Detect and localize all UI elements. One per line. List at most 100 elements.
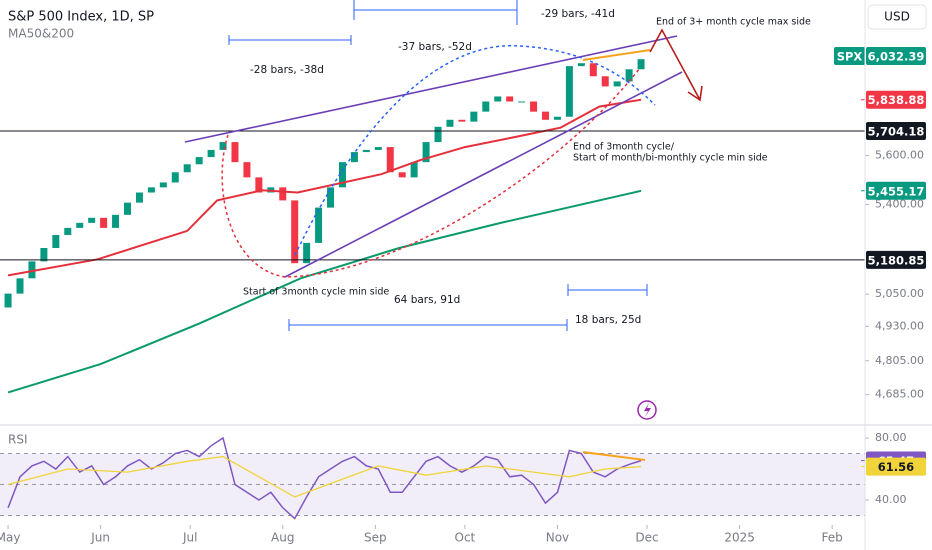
x-tick-label: Dec — [635, 531, 658, 545]
candle — [553, 116, 561, 120]
candle — [123, 202, 131, 215]
annotation: Start of 3month cycle min side — [243, 287, 389, 298]
x-tick-label: 2025 — [724, 531, 755, 545]
y-tick-label: 5,400.00 — [875, 197, 924, 210]
annotation: -37 bars, -52d — [398, 41, 472, 53]
candle — [589, 63, 597, 77]
candle — [171, 172, 179, 183]
candle — [374, 147, 382, 150]
price-badge — [866, 250, 926, 269]
price-badge — [866, 47, 926, 66]
y-tick-label: 4,930.00 — [875, 319, 924, 332]
moving-average — [7, 98, 642, 277]
price-badge-label: 5,455.17 — [868, 184, 925, 198]
candle — [207, 149, 215, 158]
candle — [291, 200, 299, 264]
x-tick-label: Sep — [364, 531, 387, 545]
candle — [613, 81, 621, 87]
candle — [482, 101, 490, 112]
y-tick-label: 5,050.00 — [875, 287, 924, 300]
price-badge-label: 61.56 — [878, 460, 914, 474]
x-tick-label: May — [0, 531, 20, 545]
x-tick-label: Jul — [182, 531, 197, 545]
candle — [16, 278, 24, 294]
price-badge-label: 6,032.39 — [868, 50, 925, 64]
candle — [315, 207, 323, 243]
y-tick-label: 4,685.00 — [875, 388, 924, 401]
alert-bolt — [644, 403, 651, 417]
candle — [518, 101, 526, 103]
x-tick-label: Aug — [271, 531, 294, 545]
indicator-label: MA50&200 — [8, 27, 74, 41]
rsi-line — [7, 455, 642, 498]
candle — [255, 177, 263, 193]
currency-button[interactable] — [867, 4, 927, 30]
candle — [231, 142, 239, 163]
candle — [88, 217, 96, 223]
candle — [350, 152, 358, 163]
candle — [52, 234, 60, 248]
candle — [100, 217, 108, 228]
candle — [542, 111, 550, 120]
candle — [243, 162, 251, 178]
y-tick-label: 40.00 — [875, 493, 907, 506]
annotation: 64 bars, 91d — [394, 294, 460, 306]
annotation: End of 3month cycle/ — [573, 142, 675, 153]
candle — [398, 172, 406, 178]
candle — [601, 76, 609, 87]
price-badge — [866, 121, 926, 140]
rsi-title: RSI — [8, 433, 28, 447]
candle — [565, 66, 573, 117]
divergence-line — [582, 451, 646, 461]
drawings — [184, 0, 703, 461]
price-badge-label: 5,180.85 — [868, 253, 925, 267]
arrow-head — [687, 85, 703, 102]
projection-arrow — [649, 28, 701, 101]
currency-label: USD — [884, 10, 910, 24]
candle — [458, 119, 466, 122]
candle — [506, 96, 514, 102]
price-badge — [866, 457, 926, 476]
candle — [159, 182, 167, 188]
candle — [195, 157, 203, 165]
cycle-arc — [221, 67, 641, 278]
candle — [76, 222, 84, 228]
x-tick-label: Jun — [90, 531, 110, 545]
candle — [530, 101, 538, 112]
symbol-label: SPX — [837, 50, 863, 64]
price-badge-label: 5,704.18 — [868, 124, 925, 138]
x-tick-label: Oct — [455, 531, 476, 545]
candle — [112, 214, 120, 228]
rsi-line — [7, 436, 642, 520]
candle — [28, 261, 36, 279]
y-tick-label: 4,805.00 — [875, 354, 924, 367]
candle — [577, 63, 585, 67]
annotation: -28 bars, -38d — [250, 64, 324, 76]
candle — [303, 242, 311, 264]
moving-average — [7, 189, 642, 394]
price-badge — [866, 181, 926, 200]
chart-title: S&P 500 Index, 1D, SP — [8, 10, 154, 25]
alert-icon[interactable] — [637, 400, 657, 420]
candle — [147, 187, 155, 193]
annotation: End of 3+ month cycle max side — [656, 17, 811, 28]
candle — [410, 162, 418, 178]
annotation: -29 bars, -41d — [541, 8, 615, 20]
trend-line — [284, 71, 683, 278]
annotation: 18 bars, 25d — [575, 314, 641, 326]
price-badge — [866, 90, 926, 109]
candle — [470, 111, 478, 122]
candle — [434, 126, 442, 143]
candle — [422, 142, 430, 163]
candle — [64, 227, 72, 235]
candle — [446, 119, 454, 127]
symbol-badge — [834, 47, 865, 66]
candle — [637, 59, 645, 70]
candle — [327, 187, 335, 208]
y-tick-label: 80.00 — [875, 431, 907, 444]
candle — [386, 147, 394, 173]
price-badge-label: 5,838.88 — [868, 93, 925, 107]
candle — [219, 142, 227, 150]
cycle-arc — [294, 45, 656, 256]
